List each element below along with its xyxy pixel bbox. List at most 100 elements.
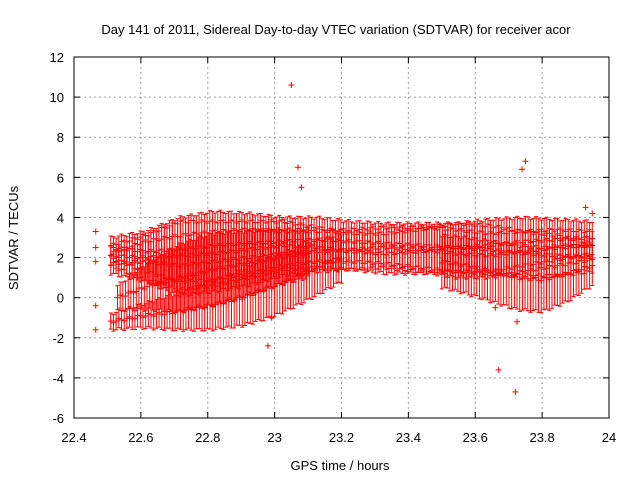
outlier-point xyxy=(92,302,99,309)
data-point xyxy=(396,245,403,252)
data-point xyxy=(444,258,451,265)
y-axis-label: SDTVAR / TECUs xyxy=(6,185,21,290)
data-point xyxy=(295,271,302,278)
data-point xyxy=(146,280,153,287)
data-point xyxy=(538,277,545,284)
data-point xyxy=(130,289,137,296)
data-point xyxy=(460,261,467,268)
outlier-point xyxy=(268,314,275,321)
x-tick-label: 22.6 xyxy=(128,430,153,445)
outlier-point xyxy=(492,304,499,311)
data-point xyxy=(282,278,289,285)
data-point xyxy=(195,269,202,276)
data-point xyxy=(192,272,199,279)
data-point xyxy=(254,257,261,264)
data-point xyxy=(330,259,337,266)
x-tick-label: 22.8 xyxy=(195,430,220,445)
data-point xyxy=(255,287,262,294)
data-point xyxy=(118,316,125,323)
data-point xyxy=(589,262,596,269)
data-point xyxy=(473,263,480,270)
x-axis-label: GPS time / hours xyxy=(291,458,390,473)
data-point xyxy=(149,282,156,289)
y-tick-label: -4 xyxy=(52,371,64,386)
y-tick-label: 2 xyxy=(57,251,64,266)
data-point xyxy=(248,259,255,266)
data-point xyxy=(532,274,539,281)
outlier-point xyxy=(295,164,302,171)
outlier-point xyxy=(512,388,519,395)
data-point xyxy=(221,265,228,272)
data-point xyxy=(530,275,537,282)
chart-title: Day 141 of 2011, Sidereal Day-to-day VTE… xyxy=(101,22,571,37)
outlier-point xyxy=(92,244,99,251)
data-point xyxy=(402,246,409,253)
data-point xyxy=(162,279,169,286)
data-point xyxy=(133,288,140,295)
data-point xyxy=(578,266,585,273)
data-point xyxy=(311,266,318,273)
data-point xyxy=(278,253,285,260)
data-point xyxy=(586,265,593,272)
data-point xyxy=(426,247,433,254)
data-point xyxy=(511,272,518,279)
data-point xyxy=(145,310,152,317)
data-point xyxy=(262,257,269,264)
data-point xyxy=(570,267,577,274)
data-point xyxy=(220,300,227,307)
data-point xyxy=(152,282,159,289)
outlier-point xyxy=(288,82,295,89)
data-point xyxy=(300,271,307,278)
data-point xyxy=(492,267,499,274)
data-point xyxy=(375,246,382,253)
data-point xyxy=(205,266,212,273)
data-point xyxy=(142,257,149,264)
data-point xyxy=(325,258,332,265)
data-point xyxy=(115,315,122,322)
data-point xyxy=(410,245,417,252)
data-point xyxy=(308,268,315,275)
data-point xyxy=(251,260,258,267)
data-point xyxy=(423,248,430,255)
outlier-point xyxy=(589,210,596,217)
x-tick-label: 23.8 xyxy=(529,430,554,445)
data-points xyxy=(92,82,596,395)
axis-ticks: 22.4 22.6 22.8 23 23.2 23.4 23.6 23.8 24-6-4-202… xyxy=(50,50,617,445)
data-point xyxy=(143,283,150,290)
outlier-point xyxy=(298,184,305,191)
data-point xyxy=(348,245,355,252)
data-point xyxy=(516,276,523,283)
data-point xyxy=(465,263,472,270)
data-point xyxy=(299,252,306,259)
data-point xyxy=(145,259,152,266)
data-point xyxy=(138,284,145,291)
data-point xyxy=(345,247,352,254)
data-point xyxy=(567,270,574,277)
data-point xyxy=(319,264,326,271)
data-point xyxy=(114,294,121,301)
data-point xyxy=(118,260,125,267)
data-point xyxy=(177,307,184,314)
x-tick-label: 22.4 xyxy=(61,430,86,445)
plot-frame xyxy=(73,56,610,419)
data-point xyxy=(305,248,312,255)
data-point xyxy=(471,263,478,270)
data-point xyxy=(298,272,305,279)
data-point xyxy=(134,259,141,266)
data-point xyxy=(457,263,464,270)
data-point xyxy=(361,245,368,252)
data-point xyxy=(557,273,564,280)
data-point xyxy=(126,261,133,268)
outlier-point xyxy=(514,318,521,325)
data-point xyxy=(367,244,374,251)
data-point xyxy=(551,272,558,279)
data-point xyxy=(150,258,157,265)
data-point xyxy=(306,267,313,274)
y-tick-label: 10 xyxy=(50,90,64,105)
y-tick-label: 12 xyxy=(50,50,64,65)
data-point xyxy=(583,263,590,270)
data-point xyxy=(121,317,128,324)
outlier-point xyxy=(582,204,589,211)
data-point xyxy=(127,288,134,295)
data-point xyxy=(110,259,117,266)
